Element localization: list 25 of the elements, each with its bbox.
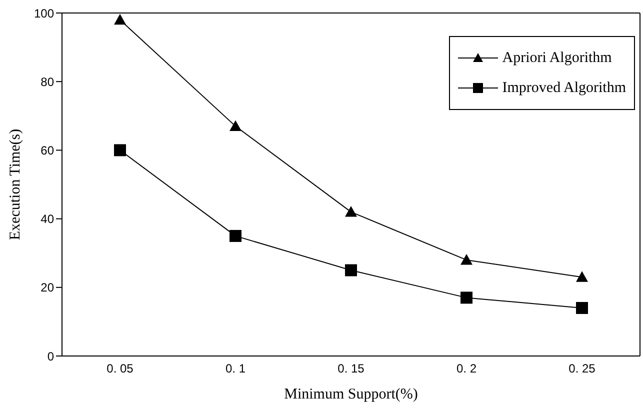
legend-label: Apriori Algorithm — [502, 50, 612, 66]
y-tick-label: 40 — [40, 212, 54, 226]
point — [230, 120, 242, 131]
y-tick-label: 80 — [40, 74, 54, 89]
x-axis-title: Minimum Support(%) — [284, 386, 418, 403]
point — [460, 292, 472, 304]
x-tick-label: 0. 2 — [456, 362, 477, 376]
x-tick-label: 0. 05 — [106, 362, 134, 376]
y-tick-label: 0 — [47, 349, 54, 364]
point — [345, 264, 357, 276]
x-tick-label: 0. 25 — [568, 362, 596, 376]
x-tick-label: 0. 15 — [338, 362, 365, 376]
y-tick-label: 20 — [40, 280, 54, 295]
point — [114, 14, 126, 25]
point — [576, 302, 588, 314]
x-tick-label: 0. 1 — [225, 362, 246, 376]
point — [460, 254, 472, 265]
legend-label: Improved Algorithm — [502, 80, 626, 96]
y-tick-label: 100 — [34, 6, 54, 20]
y-tick-label: 60 — [40, 143, 54, 158]
point — [576, 271, 588, 282]
y-axis-title: Execution Time(s) — [7, 128, 24, 240]
point — [114, 144, 126, 156]
point — [345, 206, 357, 217]
point — [230, 230, 242, 242]
